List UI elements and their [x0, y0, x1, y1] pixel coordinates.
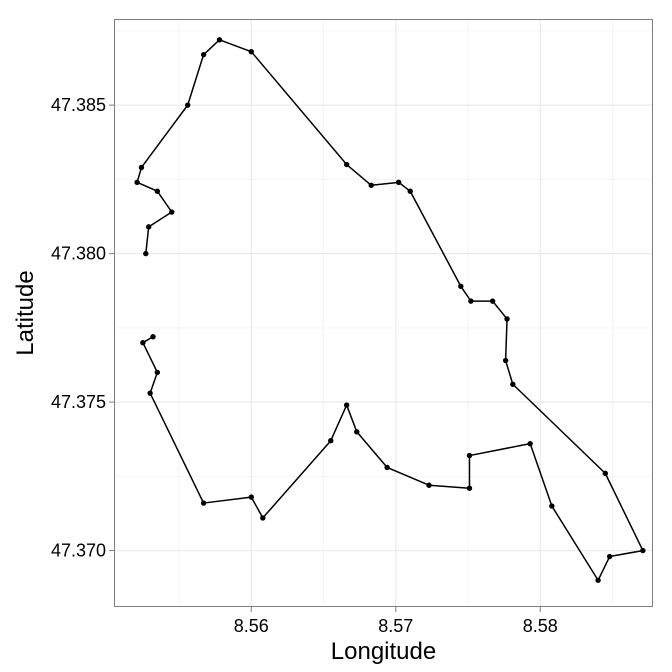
series-group [134, 37, 646, 583]
data-point [468, 298, 474, 304]
y-axis-tick-label: 47.375 [51, 392, 106, 412]
data-point [248, 494, 254, 500]
x-axis-tick-label: 8.56 [234, 616, 269, 636]
data-point [169, 209, 175, 215]
y-axis-tick-label: 47.370 [51, 541, 106, 561]
data-point [200, 500, 207, 506]
data-point [200, 51, 207, 58]
data-point [328, 438, 334, 444]
data-point [384, 464, 390, 471]
data-point [458, 283, 464, 289]
data-point [185, 102, 191, 108]
data-point [140, 340, 146, 346]
data-point [640, 547, 646, 554]
plot-panel-border [114, 19, 653, 607]
data-point [502, 357, 509, 364]
data-point [154, 188, 161, 194]
data-point [602, 470, 609, 477]
x-axis-title: Longitude [331, 638, 436, 665]
plot-panel-background [114, 19, 653, 607]
x-axis: 8.56 8.57 8.58 [234, 607, 558, 636]
data-point [395, 179, 402, 186]
data-point [466, 452, 473, 459]
data-point [260, 515, 266, 521]
route-line [136, 39, 644, 582]
data-point [150, 334, 156, 340]
data-point [354, 429, 360, 435]
data-point [145, 224, 152, 230]
data-point [138, 164, 145, 171]
data-point [134, 179, 140, 186]
y-axis-tick-label: 47.385 [51, 95, 106, 115]
plot-panel [114, 19, 653, 607]
y-axis-title: Latitude [12, 270, 39, 355]
data-point [426, 482, 432, 488]
y-axis: 47.370 47.375 47.380 47.385 [51, 95, 114, 561]
data-point [248, 48, 254, 55]
data-point [368, 182, 374, 188]
data-point [147, 390, 153, 396]
data-point [606, 553, 613, 560]
data-point [343, 161, 350, 168]
data-point [549, 503, 555, 509]
data-point [504, 316, 510, 322]
data-point [489, 298, 496, 304]
data-point [510, 381, 516, 387]
data-point [595, 577, 601, 583]
data-point [216, 37, 223, 43]
data-point [143, 250, 149, 257]
data-point [154, 369, 161, 376]
data-point [343, 402, 350, 408]
data-point [466, 485, 473, 491]
major-grid [114, 19, 653, 607]
y-axis-tick-label: 47.380 [51, 244, 106, 264]
data-point [527, 440, 533, 447]
data-point [407, 188, 413, 194]
x-axis-tick-label: 8.58 [523, 616, 558, 636]
x-axis-tick-label: 8.57 [378, 616, 413, 636]
